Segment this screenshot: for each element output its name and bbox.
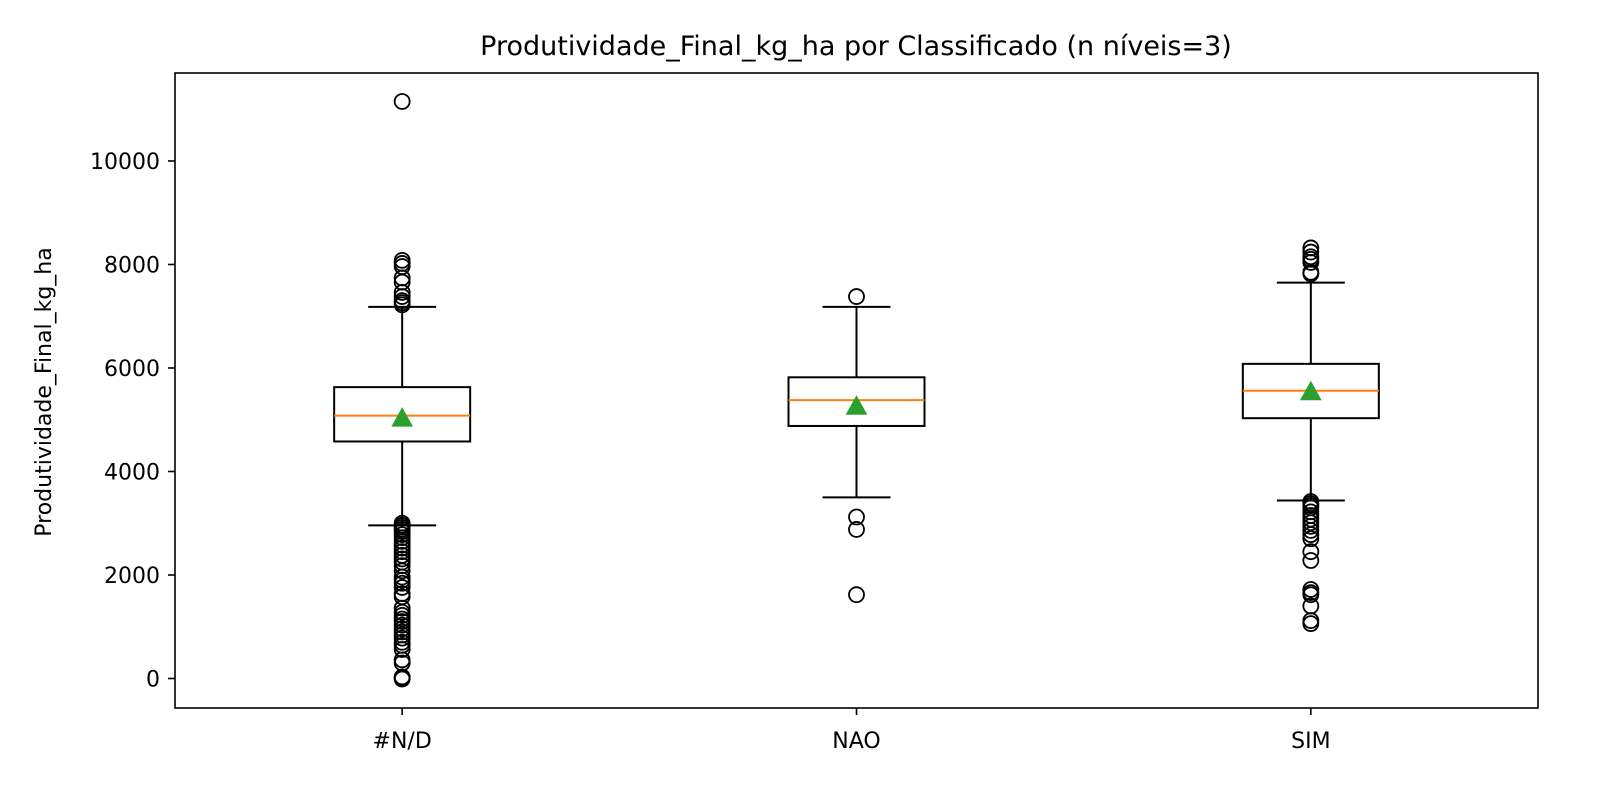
- plot-frame: [174, 72, 1539, 709]
- box-group: [1241, 239, 1380, 633]
- y-tick-label: 4000: [104, 460, 160, 485]
- outlier-point: [393, 284, 411, 301]
- x-tick-label: NAO: [832, 729, 880, 754]
- y-axis-label: Produtividade_Final_kg_ha: [32, 247, 57, 536]
- outlier-point: [393, 296, 411, 314]
- iqr-box: [333, 386, 472, 443]
- box-group: [787, 288, 926, 604]
- outlier-point: [1302, 526, 1320, 544]
- iqr-box: [787, 376, 926, 427]
- y-tick-label: 6000: [104, 357, 160, 382]
- outlier-point: [393, 574, 411, 592]
- outlier-point: [1302, 243, 1320, 261]
- outlier-point: [1302, 254, 1320, 271]
- outlier-point: [1302, 543, 1320, 561]
- box-group: [333, 93, 472, 688]
- outlier-point: [1302, 615, 1320, 633]
- outlier-point: [848, 586, 865, 604]
- mean-marker: [845, 395, 868, 415]
- outlier-point: [393, 641, 411, 658]
- mean-marker: [1299, 380, 1322, 401]
- outlier-point: [1302, 552, 1320, 569]
- outlier-point: [393, 629, 411, 647]
- outlier-point: [393, 562, 411, 580]
- y-tick-label: 10000: [90, 150, 160, 175]
- plot-area: 0 2000 4000 6000 8000 10000 #N/D NAO SIM: [90, 93, 1380, 754]
- outlier-point: [393, 599, 411, 617]
- chart-title: Produtividade_Final_kg_ha por Classifica…: [480, 31, 1232, 62]
- y-tick-label: 8000: [104, 253, 160, 278]
- y-tick-label: 0: [146, 668, 160, 693]
- outlier-point: [393, 579, 411, 596]
- x-tick-label: SIM: [1291, 729, 1330, 754]
- outlier-point: [1302, 265, 1320, 283]
- outlier-point: [848, 521, 865, 538]
- mean-marker: [391, 407, 414, 427]
- outlier-point: [1302, 517, 1320, 535]
- outlier-point: [1302, 530, 1320, 548]
- outlier-point: [1302, 522, 1320, 539]
- outlier-point: [393, 93, 411, 110]
- y-tick-label: 2000: [104, 564, 160, 589]
- outlier-point: [1302, 586, 1320, 604]
- outlier-point: [848, 288, 865, 305]
- outlier-point: [393, 288, 411, 305]
- outlier-point: [393, 670, 411, 688]
- outlier-point: [848, 508, 865, 526]
- x-tick-label: #N/D: [373, 729, 432, 754]
